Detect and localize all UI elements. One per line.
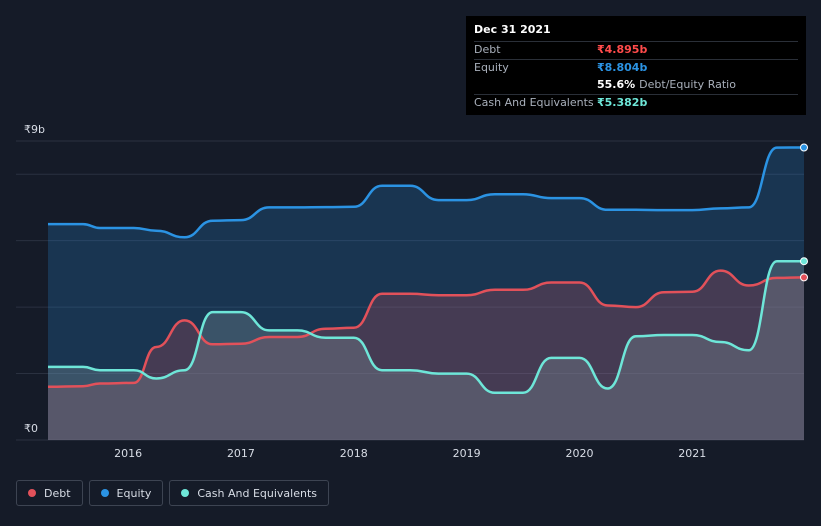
cash-area	[48, 261, 804, 440]
legend-item-cash[interactable]: Cash And Equivalents	[169, 480, 329, 506]
tooltip-ratio-spacer	[474, 77, 597, 94]
data-tooltip: Dec 31 2021 Debt ₹4.895b Equity ₹8.804b …	[466, 16, 806, 115]
tooltip-row-ratio: 55.6% Debt/Equity Ratio	[474, 77, 798, 94]
tooltip-ratio-text: Debt/Equity Ratio	[639, 78, 736, 91]
x-tick-label: 2021	[678, 447, 706, 460]
tooltip-cash-label: Cash And Equivalents	[474, 96, 594, 109]
x-tick-label: 2020	[565, 447, 593, 460]
legend-item-debt[interactable]: Debt	[16, 480, 83, 506]
legend-dot-debt	[28, 489, 36, 497]
y-tick-label: ₹9b	[24, 123, 45, 136]
cash-line	[48, 259, 805, 395]
equity-line	[48, 146, 805, 239]
end-markers	[800, 143, 808, 282]
tooltip-debt-value: ₹4.895b	[597, 43, 648, 56]
grid-lines	[16, 140, 804, 441]
legend-dot-cash	[181, 489, 190, 497]
y-tick-label: ₹0	[24, 422, 38, 435]
legend-dot-equity	[100, 489, 109, 497]
tooltip-row-equity: Equity ₹8.804b	[474, 59, 798, 77]
x-axis-labels: 2016 2017 2018 2019 2020 2021	[114, 447, 706, 460]
tooltip-equity-value: ₹8.804b	[597, 61, 648, 74]
x-tick-label: 2019	[453, 447, 481, 460]
legend-item-equity[interactable]: Equity	[88, 480, 164, 506]
tooltip-row-cash: Cash And Equivalents ₹5.382b	[474, 94, 798, 112]
legend-label-equity: Equity	[116, 486, 152, 500]
debt-end-marker	[800, 273, 808, 282]
tooltip-date: Dec 31 2021	[474, 23, 551, 36]
tooltip-equity-label: Equity	[474, 61, 509, 74]
x-tick-label: 2018	[340, 447, 368, 460]
tooltip-cash-value: ₹5.382b	[597, 96, 648, 109]
x-tick-label: 2016	[114, 447, 142, 460]
equity-end-marker	[800, 143, 808, 152]
debt-area	[48, 270, 804, 440]
tooltip-ratio-value: 55.6%	[597, 78, 636, 91]
y-axis-labels: ₹9b ₹0	[24, 123, 45, 435]
legend-label-debt: Debt	[44, 486, 71, 500]
series-lines	[47, 146, 805, 395]
cash-end-marker	[800, 257, 808, 266]
legend-label-cash: Cash And Equivalents	[197, 486, 317, 500]
tooltip-row-debt: Debt ₹4.895b	[474, 41, 798, 59]
chart-legend: Debt Equity Cash And Equivalents	[16, 480, 329, 507]
tooltip-debt-label: Debt	[474, 43, 501, 56]
debt-line	[47, 269, 805, 389]
x-tick-label: 2017	[227, 447, 255, 460]
